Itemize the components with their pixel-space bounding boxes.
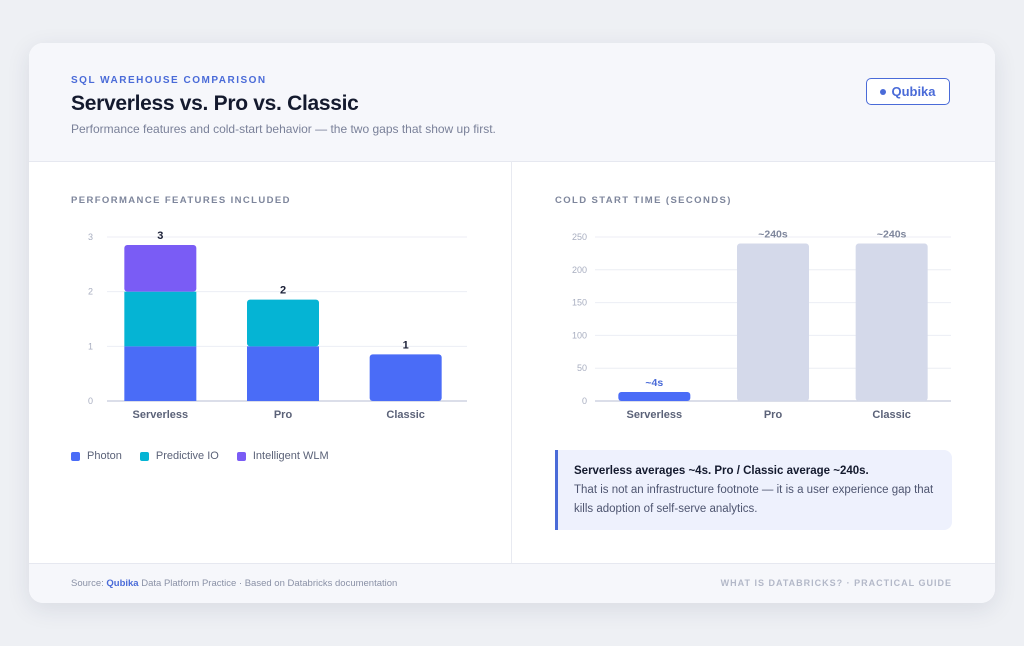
features-legend: Photon Predictive IO Intelligent WLM [71,450,347,462]
x-tick-label: Pro [764,409,783,421]
card-footer: Source: Qubika Data Platform Practice · … [29,563,995,603]
insight-callout: Serverless averages ~4s. Pro / Classic a… [555,450,952,530]
bar-segment [247,299,319,347]
comparison-card: SQL WAREHOUSE COMPARISON Serverless vs. … [29,43,995,603]
x-tick-label: Pro [274,409,293,421]
bar-total-label: 3 [157,230,163,242]
bar [737,243,809,401]
bar-data-label: ~240s [877,229,907,241]
cold-start-chart: 0 50 100 150 200 250 ~4s Serverless ~240s Pro ~240… [572,229,951,421]
source-brand: Qubika [106,578,139,589]
panel-divider [511,161,512,563]
legend-label: Predictive IO [155,450,219,462]
bar [618,392,691,401]
bar-segment [124,245,197,292]
legend-swatch [139,451,149,461]
y-tick-label: 3 [88,232,93,242]
bar-data-label: ~240s [758,229,788,241]
y-tick-label: 150 [572,298,587,308]
dot-icon [880,88,887,95]
bar-segment [369,354,442,401]
features-chart-title: PERFORMANCE FEATURES INCLUDED [71,195,291,206]
cold-start-chart-title: COLD START TIME (SECONDS) [555,195,732,206]
x-tick-label: Serverless [626,409,682,421]
eyebrow: SQL WAREHOUSE COMPARISON [71,75,267,86]
bar-total-label: 1 [403,339,409,351]
legend-item-photon: Photon [71,450,122,462]
bar-data-label: ~4s [645,377,663,389]
features-chart: 0 1 2 3 3 Serverless 2 Pro 1 Classic [88,230,467,421]
callout-body: That is not an infrastructure footnote —… [574,484,934,515]
legend-item-predictive-io: Predictive IO [139,450,219,462]
legend-item-intelligent-wlm: Intelligent WLM [236,450,329,462]
y-tick-label: 0 [582,396,587,406]
page-subtitle: Performance features and cold-start beha… [71,122,496,136]
page-title: Serverless vs. Pro vs. Classic [71,92,359,115]
x-tick-label: Serverless [132,409,188,421]
bar-segment [247,346,319,401]
legend-swatch [236,451,246,461]
y-tick-label: 1 [88,341,93,351]
brand-label: Qubika [891,84,936,99]
callout-headline: Serverless averages ~4s. Pro / Classic a… [574,465,869,477]
y-tick-label: 0 [88,396,93,406]
source-note: Source: Qubika Data Platform Practice · … [71,578,397,589]
legend-swatch [71,451,80,461]
bar-total-label: 2 [280,285,286,297]
x-tick-label: Classic [872,409,911,421]
bar-segment [124,346,197,401]
x-tick-label: Classic [386,409,425,421]
legend-label: Photon [87,450,122,462]
y-tick-label: 100 [572,330,587,340]
source-suffix: Data Platform Practice · Based on Databr… [138,578,398,589]
y-tick-label: 2 [88,287,93,297]
legend-label: Intelligent WLM [252,450,329,462]
bar [855,243,928,401]
card-header: SQL WAREHOUSE COMPARISON Serverless vs. … [29,43,995,162]
guide-label: WHAT IS DATABRICKS? · PRACTICAL GUIDE [720,578,952,588]
y-tick-label: 50 [577,363,587,373]
y-tick-label: 200 [572,265,587,275]
bar-segment [124,291,197,347]
source-prefix: Source: [71,578,107,589]
y-tick-label: 250 [572,232,587,242]
brand-badge: Qubika [866,78,950,105]
